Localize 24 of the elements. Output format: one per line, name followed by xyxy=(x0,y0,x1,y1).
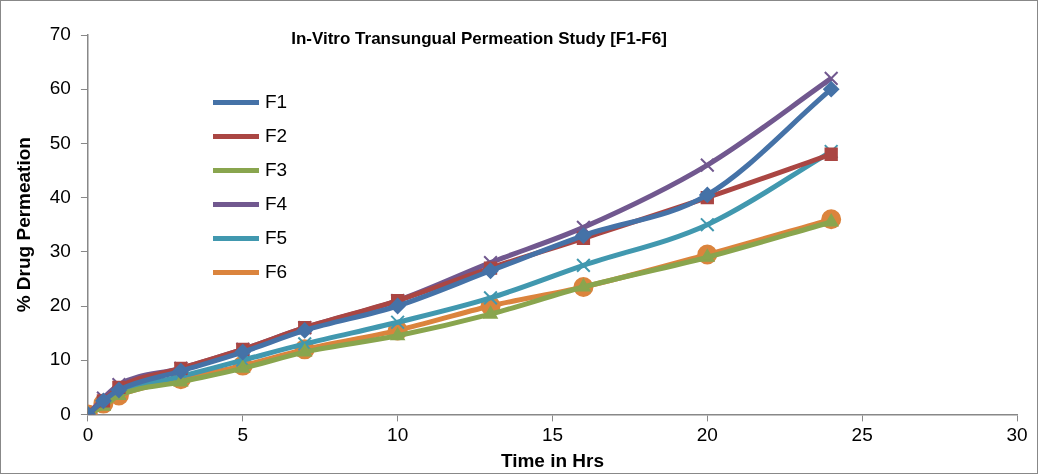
y-tick-label: 70 xyxy=(49,23,71,45)
legend-label: F5 xyxy=(265,227,288,249)
y-axis-title: % Drug Permeation xyxy=(12,137,34,313)
legend-label: F3 xyxy=(265,159,288,181)
legend-label: F6 xyxy=(265,261,288,283)
legend-label: F2 xyxy=(265,125,288,147)
y-tick-label: 20 xyxy=(49,294,71,316)
x-tick-label: 15 xyxy=(541,424,564,446)
chart-title: In-Vitro Transungual Permeation Study [F1-F6] xyxy=(291,29,667,48)
x-tick-label: 5 xyxy=(237,424,249,446)
y-tick-label: 40 xyxy=(49,185,71,207)
x-tick-label: 25 xyxy=(851,424,873,446)
x-tick-label: 0 xyxy=(82,424,94,446)
y-tick-label: 50 xyxy=(49,131,71,153)
y-tick-label: 10 xyxy=(49,348,71,370)
y-tick-label: 60 xyxy=(49,77,71,99)
x-axis-title: Time in Hrs xyxy=(500,449,605,471)
legend-label: F1 xyxy=(265,91,288,113)
x-tick-label: 20 xyxy=(696,424,718,446)
y-tick-label: 0 xyxy=(60,402,71,424)
x-tick-label: 10 xyxy=(387,424,409,446)
y-tick-label: 30 xyxy=(49,240,71,262)
x-tick-label: 30 xyxy=(1006,424,1028,446)
legend-label: F4 xyxy=(265,193,288,215)
